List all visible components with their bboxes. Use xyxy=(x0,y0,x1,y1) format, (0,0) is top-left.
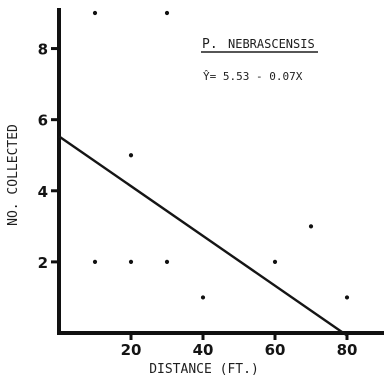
y-tick-label: 6 xyxy=(38,112,48,130)
species-initial: P. xyxy=(202,37,218,52)
data-point xyxy=(164,10,170,16)
y-tick-label: 2 xyxy=(38,254,48,272)
x-axis-label: DISTANCE (FT.) xyxy=(149,362,259,377)
data-point xyxy=(92,259,98,264)
data-point xyxy=(272,259,278,264)
x-tick-label: 60 xyxy=(265,341,286,359)
y-tick-label: 4 xyxy=(38,183,48,201)
data-point xyxy=(200,295,206,300)
regression-line xyxy=(58,135,348,337)
species-name: NEBRASCENSIS xyxy=(228,37,315,51)
axes xyxy=(57,8,384,335)
data-point xyxy=(128,153,134,158)
x-ticks: 20 40 60 80 xyxy=(121,333,358,359)
data-point xyxy=(92,10,98,16)
data-points xyxy=(92,10,350,300)
species-annotation: P. NEBRASCENSIS Ŷ= 5.53 - 0.07X xyxy=(201,37,318,83)
y-ticks: 2 4 6 8 xyxy=(38,41,59,272)
x-tick-label: 40 xyxy=(193,341,214,359)
data-point xyxy=(308,224,314,229)
y-axis-label: NO. COLLECTED xyxy=(6,124,21,226)
fit-line-group xyxy=(58,135,348,337)
y-tick-label: 8 xyxy=(38,41,48,59)
regression-equation: Ŷ= 5.53 - 0.07X xyxy=(203,70,303,83)
data-point xyxy=(164,259,170,264)
x-tick-label: 80 xyxy=(337,341,358,359)
x-tick-label: 20 xyxy=(121,341,142,359)
data-point xyxy=(128,259,134,264)
data-point xyxy=(344,295,350,300)
